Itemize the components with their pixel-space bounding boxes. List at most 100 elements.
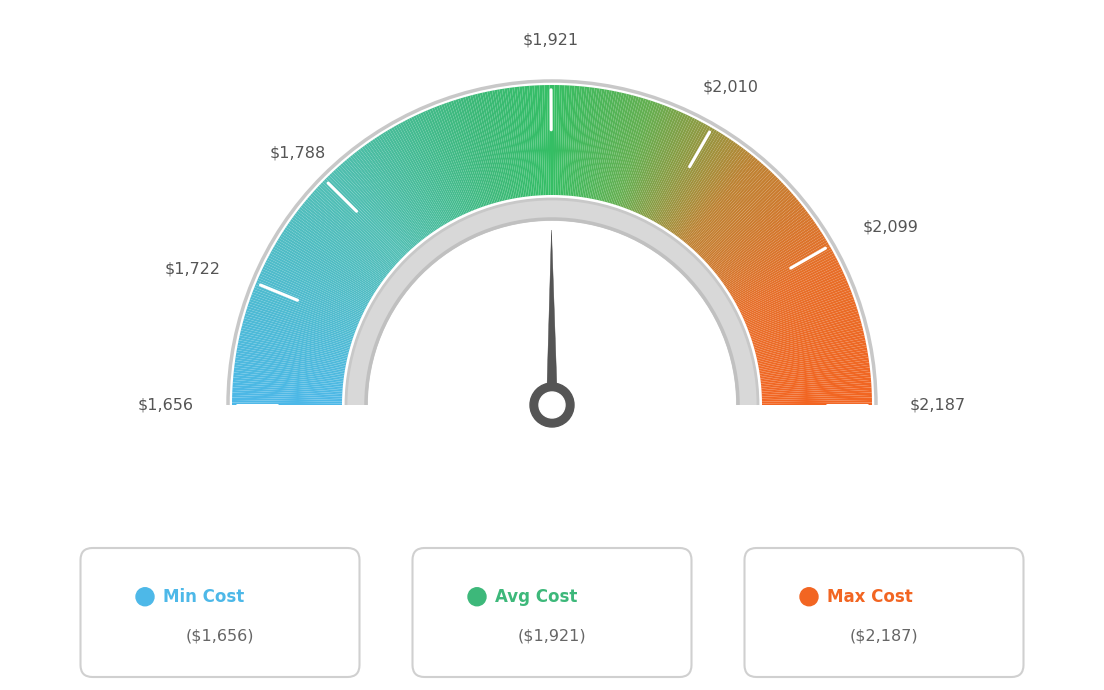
Wedge shape	[360, 148, 427, 237]
Wedge shape	[634, 110, 679, 213]
Wedge shape	[664, 133, 723, 228]
Wedge shape	[400, 122, 454, 220]
Wedge shape	[677, 148, 744, 237]
Wedge shape	[660, 131, 719, 226]
Wedge shape	[620, 102, 658, 207]
Wedge shape	[270, 251, 368, 305]
Wedge shape	[670, 140, 734, 233]
Wedge shape	[592, 90, 615, 199]
Wedge shape	[613, 99, 646, 204]
Wedge shape	[646, 119, 698, 218]
Wedge shape	[758, 342, 867, 366]
Wedge shape	[578, 88, 595, 197]
Wedge shape	[703, 182, 784, 260]
Wedge shape	[745, 280, 848, 324]
Wedge shape	[487, 91, 511, 199]
Wedge shape	[497, 89, 518, 198]
Wedge shape	[755, 323, 862, 353]
Wedge shape	[256, 280, 359, 324]
Wedge shape	[694, 170, 771, 252]
Wedge shape	[628, 106, 670, 210]
Wedge shape	[751, 304, 857, 340]
Wedge shape	[736, 253, 835, 307]
Wedge shape	[623, 104, 662, 208]
Wedge shape	[665, 135, 725, 228]
Wedge shape	[701, 179, 781, 257]
Wedge shape	[725, 225, 818, 288]
Wedge shape	[762, 397, 872, 402]
Wedge shape	[679, 150, 749, 239]
Wedge shape	[728, 229, 821, 291]
Wedge shape	[711, 195, 795, 268]
Wedge shape	[519, 86, 532, 196]
Wedge shape	[502, 88, 521, 197]
Wedge shape	[559, 85, 564, 195]
Wedge shape	[713, 199, 798, 271]
Wedge shape	[731, 238, 826, 297]
Wedge shape	[436, 106, 478, 209]
Text: Min Cost: Min Cost	[163, 588, 244, 606]
Wedge shape	[580, 88, 597, 197]
Wedge shape	[386, 130, 445, 225]
Wedge shape	[358, 149, 426, 238]
Wedge shape	[465, 97, 497, 203]
Wedge shape	[671, 141, 736, 233]
Wedge shape	[247, 306, 352, 342]
Text: Max Cost: Max Cost	[827, 588, 913, 606]
Wedge shape	[247, 304, 353, 340]
Wedge shape	[234, 367, 343, 382]
Wedge shape	[278, 238, 373, 297]
Wedge shape	[530, 86, 539, 195]
Wedge shape	[328, 175, 406, 255]
Wedge shape	[762, 387, 872, 395]
Wedge shape	[698, 175, 776, 255]
Wedge shape	[681, 152, 750, 240]
Wedge shape	[714, 201, 800, 273]
Text: $1,788: $1,788	[269, 146, 326, 161]
Wedge shape	[730, 233, 824, 294]
Wedge shape	[252, 292, 355, 333]
Wedge shape	[669, 139, 732, 231]
Wedge shape	[468, 96, 498, 202]
Wedge shape	[726, 227, 819, 290]
Wedge shape	[722, 217, 813, 283]
Wedge shape	[342, 161, 415, 246]
Wedge shape	[232, 395, 342, 400]
Wedge shape	[522, 86, 534, 196]
Wedge shape	[747, 287, 850, 329]
Wedge shape	[365, 144, 432, 234]
Wedge shape	[737, 255, 836, 308]
Wedge shape	[626, 106, 668, 209]
Wedge shape	[596, 92, 622, 200]
Wedge shape	[569, 86, 580, 196]
Circle shape	[530, 383, 574, 427]
Wedge shape	[354, 152, 423, 240]
Wedge shape	[368, 141, 433, 233]
Wedge shape	[655, 126, 711, 223]
Wedge shape	[570, 86, 582, 196]
Wedge shape	[739, 257, 837, 310]
Wedge shape	[573, 87, 587, 196]
Wedge shape	[532, 86, 541, 195]
Wedge shape	[689, 161, 762, 246]
Wedge shape	[575, 87, 590, 197]
Wedge shape	[265, 262, 364, 313]
Wedge shape	[458, 99, 491, 204]
Polygon shape	[546, 230, 558, 405]
Wedge shape	[258, 275, 360, 322]
Wedge shape	[718, 209, 806, 277]
Wedge shape	[756, 328, 863, 356]
Wedge shape	[423, 111, 468, 213]
Wedge shape	[306, 199, 391, 271]
Wedge shape	[630, 108, 675, 211]
Wedge shape	[241, 331, 348, 357]
Wedge shape	[421, 112, 467, 214]
Wedge shape	[750, 299, 854, 337]
Wedge shape	[762, 402, 872, 405]
Wedge shape	[236, 348, 346, 369]
FancyBboxPatch shape	[81, 548, 360, 677]
Wedge shape	[658, 128, 715, 224]
Wedge shape	[304, 201, 390, 273]
Wedge shape	[319, 184, 400, 262]
Wedge shape	[750, 297, 853, 335]
